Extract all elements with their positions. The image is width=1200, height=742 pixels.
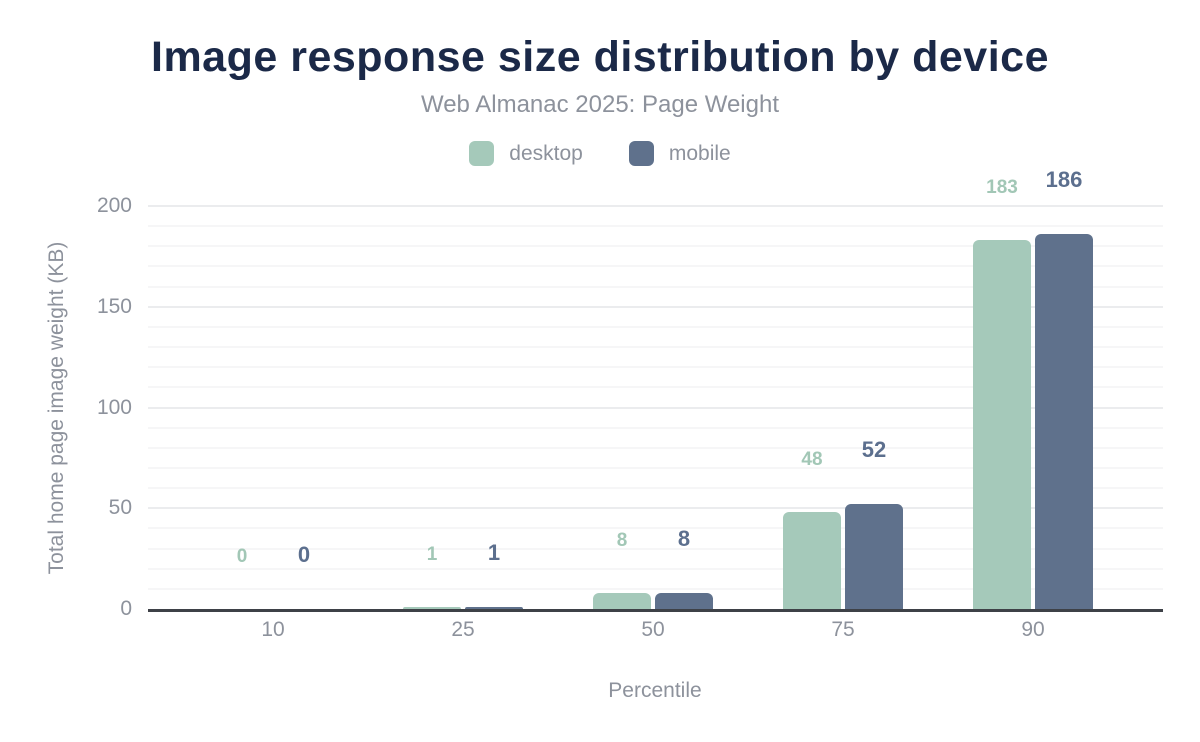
gridline-minor	[148, 446, 1163, 449]
gridline-minor	[148, 587, 1163, 590]
legend-item-mobile[interactable]: mobile	[628, 141, 731, 166]
y-axis-tick-labels: 0 50 100 150 200	[40, 194, 132, 620]
chart-title: Image response size distribution by devi…	[151, 33, 1049, 81]
value-label-mobile-p75: 52	[861, 437, 887, 463]
value-label-desktop-p75: 48	[801, 449, 823, 471]
legend-swatch-desktop	[469, 141, 495, 166]
value-label-desktop-p50: 8	[616, 529, 628, 551]
gridline-minor	[148, 547, 1163, 550]
gridline-minor	[148, 366, 1163, 369]
gridline-minor	[148, 487, 1163, 490]
gridline-minor	[148, 527, 1163, 530]
value-label-desktop-p90: 183	[986, 177, 1018, 199]
legend-item-desktop[interactable]: desktop	[469, 141, 583, 166]
gridline-major	[148, 305, 1163, 308]
y-tick-label: 150	[96, 294, 132, 318]
legend-label-desktop: desktop	[509, 141, 583, 165]
gridline-major	[148, 205, 1163, 207]
x-axis-title: Percentile	[608, 679, 702, 702]
bar-desktop-p75[interactable]	[783, 512, 841, 609]
gridline-minor	[148, 265, 1163, 268]
gridline-minor	[148, 466, 1163, 469]
chart-subtitle: Web Almanac 2025: Page Weight	[420, 91, 779, 118]
y-tick-label: 0	[120, 597, 132, 620]
gridline-minor	[148, 567, 1163, 570]
value-label-desktop-p25: 1	[426, 544, 438, 565]
legend: desktop mobile	[0, 141, 1200, 166]
gridline-minor	[148, 325, 1163, 328]
x-axis-tick-labels: 10 25 50 75 90	[148, 618, 1163, 648]
legend-label-mobile: mobile	[668, 141, 731, 165]
value-label-desktop-p10: 0	[236, 546, 248, 567]
gridline-minor	[148, 386, 1163, 389]
x-tick-label: 75	[831, 618, 855, 641]
value-label-mobile-p25: 1	[487, 540, 501, 565]
value-label-mobile-p50: 8	[677, 525, 691, 551]
x-tick-label: 50	[641, 618, 665, 641]
bar-desktop-p25[interactable]	[403, 607, 461, 609]
x-tick-label: 25	[451, 618, 475, 641]
value-label-mobile-p10: 0	[297, 542, 311, 567]
bar-mobile-p75[interactable]	[845, 504, 903, 609]
bar-mobile-p25[interactable]	[465, 607, 523, 609]
bar-desktop-p50[interactable]	[593, 592, 651, 609]
gridline-minor	[148, 225, 1163, 228]
plot-area: 0 0 1 1 8 8 48 52 183 186	[148, 167, 1163, 612]
y-tick-label: 100	[96, 395, 132, 419]
gridline-major	[148, 507, 1163, 510]
bar-desktop-p90[interactable]	[973, 240, 1031, 609]
legend-swatch-mobile	[628, 141, 654, 166]
gridline-minor	[148, 245, 1163, 248]
y-tick-label: 200	[96, 194, 132, 217]
bar-mobile-p50[interactable]	[655, 592, 713, 609]
gridline-major	[148, 406, 1163, 409]
y-tick-label: 50	[108, 496, 132, 520]
gridline-minor	[148, 285, 1163, 288]
bar-mobile-p90[interactable]	[1035, 234, 1093, 609]
gridline-minor	[148, 346, 1163, 349]
x-tick-label: 10	[261, 618, 285, 641]
gridline-minor	[148, 426, 1163, 429]
value-label-mobile-p90: 186	[1045, 167, 1083, 193]
x-tick-label: 90	[1021, 618, 1045, 641]
